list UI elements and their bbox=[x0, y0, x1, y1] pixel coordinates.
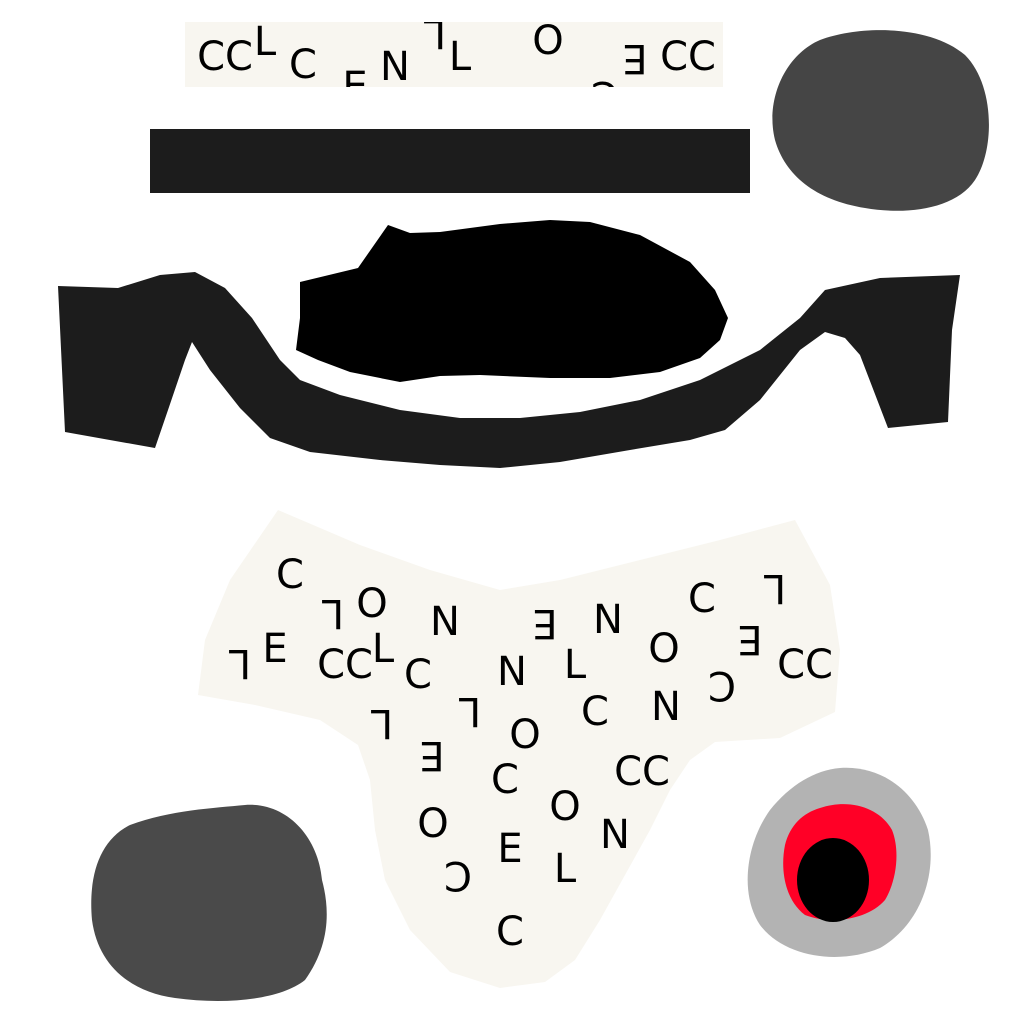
letter-glyph: C bbox=[276, 552, 304, 598]
letter-glyph: N bbox=[497, 649, 527, 695]
letter-glyph: L bbox=[458, 688, 481, 734]
letter-glyph: L bbox=[564, 642, 587, 688]
letter-glyph: CC bbox=[777, 642, 833, 688]
letter-glyph: L bbox=[449, 34, 472, 80]
letter-glyph: C bbox=[444, 852, 472, 898]
letter-glyph: N bbox=[651, 684, 681, 730]
letter-glyph: L bbox=[254, 19, 277, 65]
letter-glyph: L bbox=[228, 640, 251, 686]
letter-glyph: N bbox=[380, 44, 410, 90]
letter-glyph: L bbox=[763, 565, 786, 611]
letter-glyph: CC bbox=[660, 34, 716, 80]
letter-glyph: O bbox=[532, 18, 563, 64]
letter-glyph: N bbox=[600, 812, 630, 858]
visor-icon bbox=[296, 220, 728, 382]
blob-icon bbox=[772, 30, 989, 211]
letter-glyph: L bbox=[423, 10, 446, 56]
letter-glyph: E bbox=[737, 616, 762, 662]
letter-glyph: E bbox=[497, 826, 522, 872]
letter-glyph: L bbox=[370, 700, 393, 746]
letter-glyph: C bbox=[708, 662, 736, 708]
letter-glyph: O bbox=[417, 801, 448, 847]
letter-glyph: E bbox=[419, 732, 444, 778]
top-banner-background bbox=[185, 22, 723, 87]
letter-glyph: CC bbox=[197, 34, 253, 80]
letter-glyph: C bbox=[404, 652, 432, 698]
letter-glyph: E bbox=[622, 35, 647, 81]
letter-glyph: O bbox=[549, 784, 580, 830]
letter-glyph: N bbox=[593, 597, 623, 643]
letter-glyph: C bbox=[491, 757, 519, 803]
bar-icon bbox=[150, 129, 750, 193]
letter-glyph: O bbox=[356, 581, 387, 627]
letter-glyph: CC bbox=[317, 642, 373, 688]
letter-glyph: L bbox=[372, 626, 395, 672]
letter-glyph: O bbox=[509, 712, 540, 758]
letter-glyph: C bbox=[581, 689, 609, 735]
bib-background bbox=[198, 510, 840, 988]
letter-glyph: CC bbox=[614, 749, 670, 795]
eye-pupil bbox=[797, 838, 869, 922]
eye-icon bbox=[747, 767, 931, 957]
letter-glyph: O bbox=[648, 626, 679, 672]
letter-glyph: C bbox=[289, 42, 317, 88]
letter-glyph: C bbox=[591, 72, 619, 118]
collar-icon bbox=[58, 272, 960, 468]
blob-icon bbox=[91, 804, 327, 1001]
letter-glyph: E bbox=[262, 626, 287, 672]
letter-glyph: N bbox=[320, 0, 350, 30]
letter-glyph: L bbox=[321, 590, 344, 636]
letter-glyph: E bbox=[532, 600, 557, 646]
letter-glyph: C bbox=[688, 576, 716, 622]
letter-glyph: L bbox=[554, 846, 577, 892]
letter-glyph: C bbox=[496, 909, 524, 955]
letter-glyph: N bbox=[430, 599, 460, 645]
letter-glyph: E bbox=[342, 64, 367, 110]
